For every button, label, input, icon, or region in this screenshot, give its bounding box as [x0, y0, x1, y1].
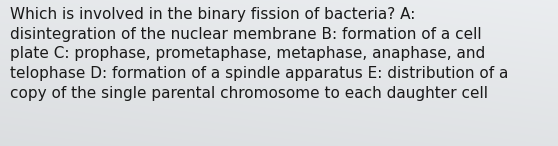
Text: Which is involved in the binary fission of bacteria? A:
disintegration of the nu: Which is involved in the binary fission …	[10, 7, 508, 101]
